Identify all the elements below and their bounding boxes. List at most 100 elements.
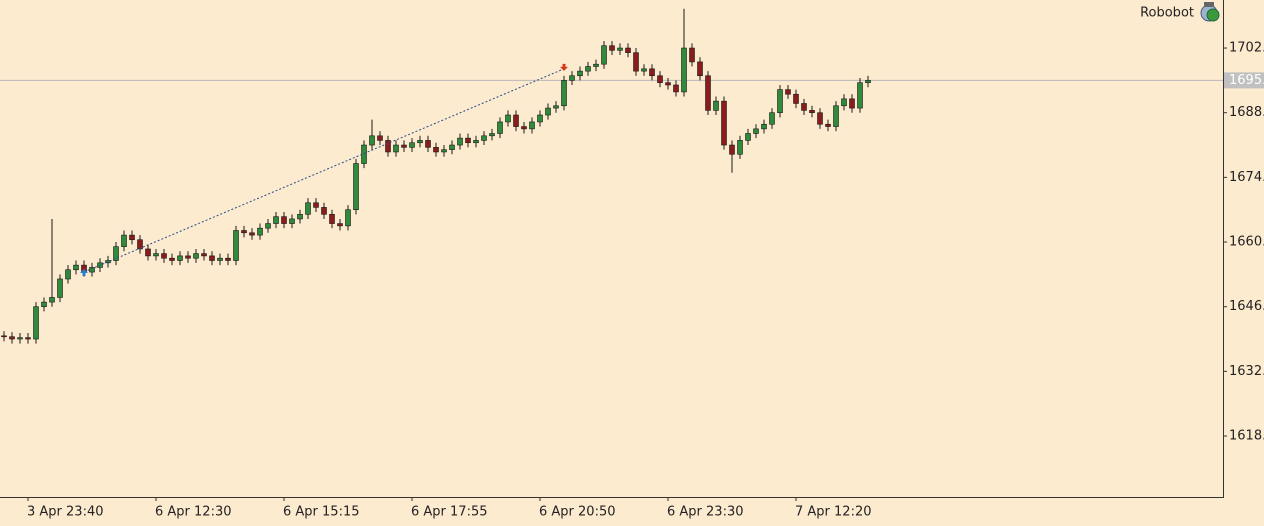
candle-body: [689, 47, 695, 63]
candle-body: [617, 47, 623, 51]
candle-body: [529, 121, 535, 130]
candle-body: [609, 45, 615, 51]
candle-body: [353, 163, 359, 211]
candle-body: [569, 75, 575, 81]
candle-body: [649, 68, 655, 77]
trade-line: [83, 68, 565, 273]
candle-body: [729, 144, 735, 155]
y-tick-label: 1646.: [1229, 299, 1264, 314]
candle-body: [17, 337, 23, 340]
candle-body: [241, 230, 247, 234]
ea-label: Robobot: [1140, 6, 1194, 21]
candle-body: [177, 255, 183, 261]
candle-body: [105, 260, 111, 264]
candle-body: [313, 202, 319, 208]
candle-body: [753, 128, 759, 134]
y-tick-label: 1618.: [1229, 429, 1264, 444]
y-tick-label: 1702.: [1229, 41, 1264, 56]
candle-body: [425, 140, 431, 148]
candle-body: [705, 75, 711, 111]
last-price-label: 1695.: [1229, 73, 1264, 88]
y-tick-label: 1660.: [1229, 235, 1264, 250]
candle-body: [545, 107, 551, 116]
candle-body: [673, 84, 679, 93]
ea-icon: [1200, 2, 1220, 22]
x-tick-label: 6 Apr 17:55: [411, 505, 488, 520]
candle-body: [457, 137, 463, 146]
candle-body: [409, 142, 415, 148]
candle-body: [273, 216, 279, 224]
candle-body: [137, 239, 143, 250]
candle-body: [249, 232, 255, 236]
candle-body: [329, 214, 335, 224]
candle-body: [297, 214, 303, 220]
x-tick-label: 6 Apr 15:15: [283, 505, 360, 520]
candle-body: [801, 103, 807, 111]
candle-body: [833, 105, 839, 127]
candle-body: [385, 140, 391, 153]
candle-body: [593, 63, 599, 67]
candle-body: [857, 82, 863, 109]
candle-body: [441, 149, 447, 153]
candle-body: [433, 147, 439, 153]
x-tick-label: 6 Apr 23:30: [667, 505, 744, 520]
buy-arrow: [80, 269, 88, 277]
candle-body: [521, 126, 527, 130]
candle-body: [257, 227, 263, 236]
candle-body: [721, 100, 727, 146]
candle-body: [305, 202, 311, 215]
candle-body: [505, 114, 511, 123]
candle-body: [265, 223, 271, 229]
candle-body: [41, 301, 47, 307]
candle-body: [145, 248, 151, 257]
candle-body: [225, 257, 231, 261]
x-tick-label: 6 Apr 20:50: [539, 505, 616, 520]
candle-body: [449, 144, 455, 150]
candle-body: [345, 209, 351, 227]
candle-body: [481, 135, 487, 141]
candle-body: [737, 140, 743, 155]
candle-body: [633, 52, 639, 72]
x-tick-label: 7 Apr 12:20: [795, 505, 872, 520]
x-tick-label: 3 Apr 23:40: [27, 505, 104, 520]
candle-body: [841, 98, 847, 107]
candle-body: [321, 207, 327, 215]
candle-body: [785, 89, 791, 95]
candle-body: [25, 337, 31, 340]
candle-body: [561, 80, 567, 107]
candle-body: [153, 253, 159, 257]
candle-body: [193, 253, 199, 259]
candle-body: [641, 68, 647, 72]
sell-arrow: [560, 63, 568, 71]
candle-body: [497, 121, 503, 134]
candle-body: [577, 70, 583, 77]
candle-body: [489, 133, 495, 137]
candle-body: [65, 269, 71, 280]
candle-body: [601, 45, 607, 65]
candle-body: [233, 230, 239, 261]
x-tick-label: 6 Apr 12:30: [155, 505, 232, 520]
candle-body: [121, 234, 127, 247]
candle-body: [169, 257, 175, 261]
candle-body: [369, 135, 375, 146]
candle-body: [713, 100, 719, 111]
candle-body: [217, 257, 223, 261]
candle-body: [809, 110, 815, 114]
candle-body: [777, 89, 783, 114]
candle-body: [793, 93, 799, 104]
candle-body: [849, 98, 855, 109]
candle-body: [473, 140, 479, 144]
candle-body: [361, 144, 367, 164]
candle-body: [337, 223, 343, 227]
candle-body: [201, 253, 207, 257]
candle-body: [209, 255, 215, 261]
candle-body: [33, 306, 39, 340]
last-price-box: [1224, 72, 1264, 89]
candle-body: [657, 75, 663, 83]
candle-body: [185, 255, 191, 259]
candle-body: [825, 123, 831, 127]
y-tick-label: 1632.: [1229, 364, 1264, 379]
candle-body: [553, 105, 559, 109]
